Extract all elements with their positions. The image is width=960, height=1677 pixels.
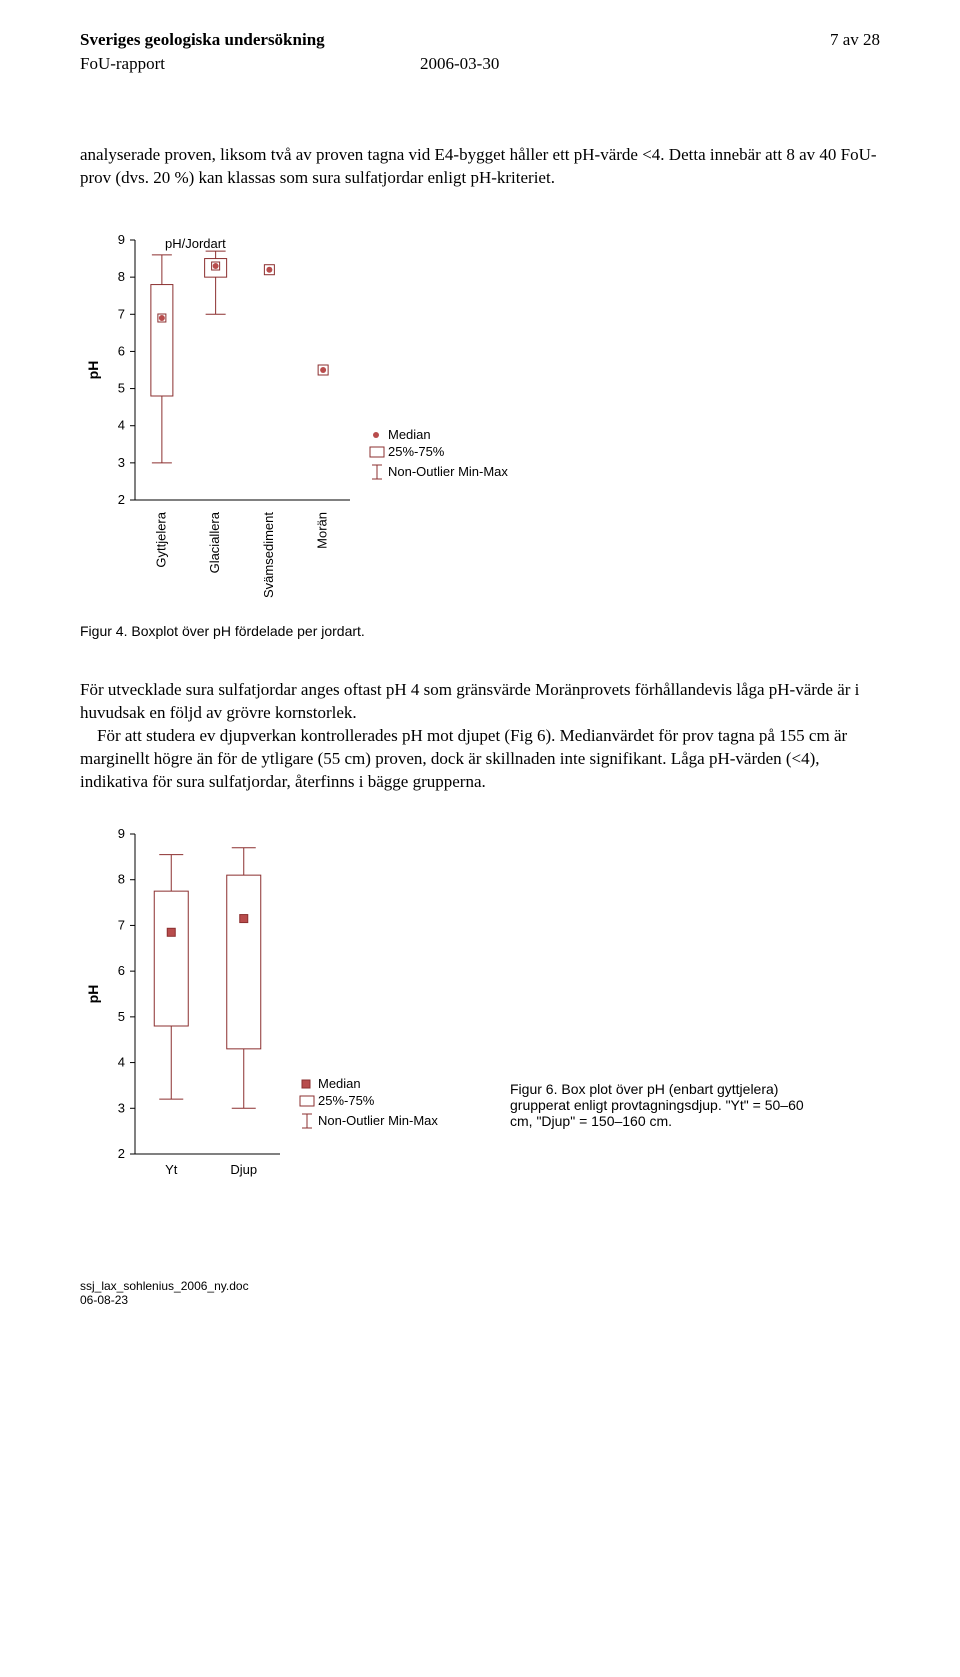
report-date: 2006-03-30 bbox=[420, 54, 499, 74]
svg-text:7: 7 bbox=[118, 306, 125, 321]
caption-2: Figur 6. Box plot över pH (enbart gyttje… bbox=[510, 1081, 810, 1199]
svg-text:4: 4 bbox=[118, 418, 125, 433]
boxplot-ph-depth: 2 3 4 5 6 7 8 9 pH Yt Djup Median 25%-75% Non-Outlier… bbox=[80, 824, 450, 1194]
page-subheader: FoU-rapport 2006-03-30 bbox=[80, 54, 880, 74]
svg-text:3: 3 bbox=[118, 1100, 125, 1115]
svg-text:pH/Jordart: pH/Jordart bbox=[165, 236, 226, 251]
page-footer: ssj_lax_sohlenius_2006_ny.doc 06-08-23 bbox=[80, 1279, 880, 1307]
svg-text:5: 5 bbox=[118, 1008, 125, 1023]
svg-text:pH: pH bbox=[85, 984, 101, 1003]
svg-text:6: 6 bbox=[118, 963, 125, 978]
chart-2-row: 2 3 4 5 6 7 8 9 pH Yt Djup Median 25%-75% Non-Outlier… bbox=[80, 824, 880, 1199]
paragraph-1: analyserade proven, liksom två av proven… bbox=[80, 144, 880, 190]
paragraph-2a: För utvecklade sura sulfatjordar anges o… bbox=[80, 679, 880, 725]
svg-text:2: 2 bbox=[118, 492, 125, 507]
caption-1: Figur 4. Boxplot över pH fördelade per j… bbox=[80, 623, 880, 639]
chart-1: pH/Jordart 2 3 4 5 6 7 8 9 pH Gyttjelera Glacialler… bbox=[80, 220, 880, 615]
report-type: FoU-rapport bbox=[80, 54, 420, 74]
svg-text:pH: pH bbox=[85, 361, 101, 380]
svg-text:Svämsediment: Svämsediment bbox=[261, 511, 276, 597]
svg-text:7: 7 bbox=[118, 917, 125, 932]
svg-text:9: 9 bbox=[118, 826, 125, 841]
org-name: Sveriges geologiska undersökning bbox=[80, 30, 325, 50]
chart-2: 2 3 4 5 6 7 8 9 pH Yt Djup Median 25%-75% Non-Outlier… bbox=[80, 824, 450, 1199]
svg-text:2: 2 bbox=[118, 1146, 125, 1161]
svg-text:8: 8 bbox=[118, 871, 125, 886]
footer-date: 06-08-23 bbox=[80, 1293, 880, 1307]
svg-text:Djup: Djup bbox=[230, 1162, 257, 1177]
svg-text:Non-Outlier Min-Max: Non-Outlier Min-Max bbox=[388, 464, 508, 479]
svg-text:Glaciallera: Glaciallera bbox=[207, 511, 222, 573]
svg-text:6: 6 bbox=[118, 343, 125, 358]
svg-text:3: 3 bbox=[118, 455, 125, 470]
svg-text:Median: Median bbox=[388, 427, 431, 442]
svg-text:25%-75%: 25%-75% bbox=[388, 444, 445, 459]
paragraph-2b: För att studera ev djupverkan kontroller… bbox=[80, 725, 880, 794]
page-header: Sveriges geologiska undersökning 7 av 28 bbox=[80, 30, 880, 50]
footer-file: ssj_lax_sohlenius_2006_ny.doc bbox=[80, 1279, 880, 1293]
svg-text:25%-75%: 25%-75% bbox=[318, 1093, 375, 1108]
page: Sveriges geologiska undersökning 7 av 28… bbox=[0, 0, 960, 1327]
svg-text:Gyttjelera: Gyttjelera bbox=[153, 511, 168, 567]
svg-text:Median: Median bbox=[318, 1076, 361, 1091]
page-number: 7 av 28 bbox=[830, 30, 880, 50]
svg-text:Morän: Morän bbox=[315, 512, 330, 549]
svg-text:Yt: Yt bbox=[165, 1162, 178, 1177]
svg-text:4: 4 bbox=[118, 1054, 125, 1069]
svg-text:Non-Outlier Min-Max: Non-Outlier Min-Max bbox=[318, 1113, 438, 1128]
svg-text:8: 8 bbox=[118, 269, 125, 284]
boxplot-ph-jordart: pH/Jordart 2 3 4 5 6 7 8 9 pH Gyttjelera Glacialler… bbox=[80, 220, 520, 610]
svg-text:5: 5 bbox=[118, 380, 125, 395]
svg-text:9: 9 bbox=[118, 232, 125, 247]
